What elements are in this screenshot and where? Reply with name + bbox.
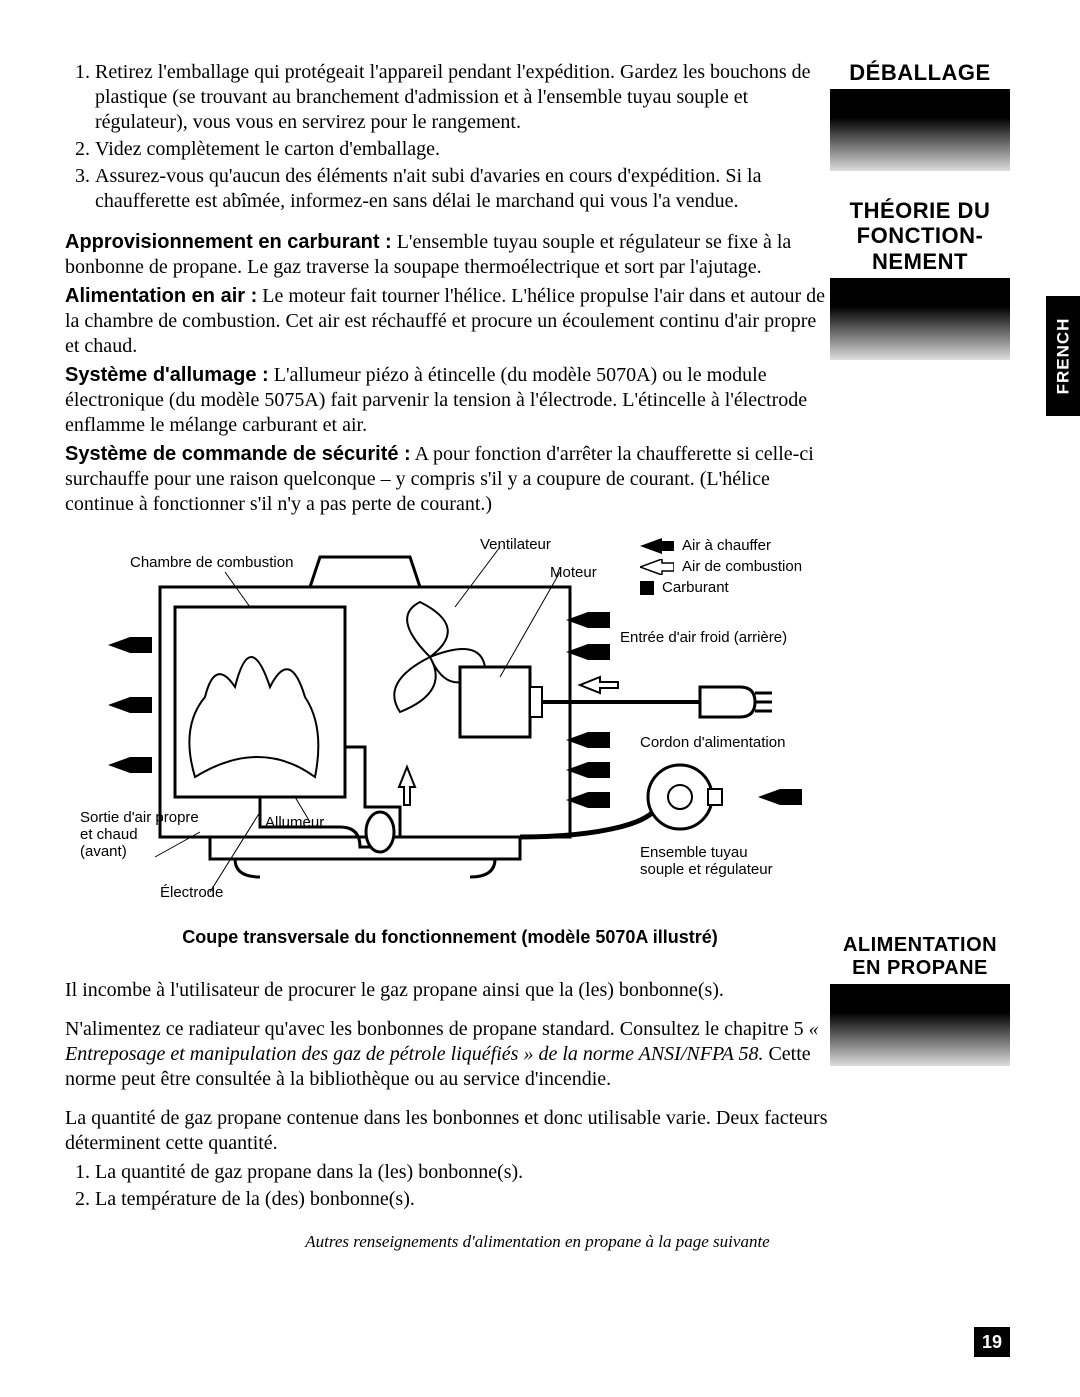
square-icon [640,581,654,595]
para: Système de commande de sécurité : A pour… [65,442,835,517]
theorie-block: Approvisionnement en carburant : L'ensem… [65,230,835,517]
para: La quantité de gaz propane contenue dans… [65,1106,835,1156]
list-item: La quantité de gaz propane dans la (les)… [95,1160,835,1185]
side-alimentation: ALIMENTATION EN PROPANE [830,934,1010,1066]
side-gradient-box [830,278,1010,360]
svg-text:Sortie d'air propre: Sortie d'air propre [80,809,199,826]
side-deballage: DÉBALLAGE [830,60,1010,171]
svg-text:Allumeur: Allumeur [265,814,324,831]
side-title: ALIMENTATION EN PROPANE [830,934,1010,980]
para: Alimentation en air : Le moteur fait tou… [65,284,835,359]
para: N'alimentez ce radiateur qu'avec les bon… [65,1017,835,1092]
svg-text:Moteur: Moteur [550,564,597,581]
legend-row: Carburant [640,579,802,596]
svg-text:et chaud: et chaud [80,826,138,843]
side-title: THÉORIE DU FONCTION- NEMENT [830,198,1010,274]
svg-text:Entrée d'air froid (arrière): Entrée d'air froid (arrière) [620,629,787,646]
page-number: 19 [974,1327,1010,1357]
list-item: Assurez-vous qu'aucun des éléments n'ait… [95,164,835,214]
svg-text:Électrode: Électrode [160,884,223,901]
para: Système d'allumage : L'allumeur piézo à … [65,363,835,438]
deballage-list: Retirez l'emballage qui protégeait l'app… [65,60,835,214]
footer-note: Autres renseignements d'alimentation en … [65,1232,1010,1252]
list-item: Retirez l'emballage qui protégeait l'app… [95,60,835,135]
legend-row: Air de combustion [640,558,802,575]
list-item: La température de la (des) bonbonne(s). [95,1187,835,1212]
svg-text:Ensemble tuyau: Ensemble tuyau [640,844,748,861]
french-tab: FRENCH [1046,296,1080,416]
alimentation-list: La quantité de gaz propane dans la (les)… [65,1160,835,1212]
svg-text:Ventilateur: Ventilateur [480,537,551,553]
side-title: DÉBALLAGE [830,60,1010,85]
legend-row: Air à chauffer [640,537,802,554]
list-item: Videz complètement le carton d'emballage… [95,137,835,162]
svg-text:Chambre de combustion: Chambre de combustion [130,554,293,571]
side-gradient-box [830,89,1010,171]
svg-text:souple et régulateur: souple et régulateur [640,861,773,878]
para: Il incombe à l'utilisateur de procurer l… [65,978,835,1003]
page: DÉBALLAGE THÉORIE DU FONCTION- NEMENT AL… [0,0,1080,1397]
left-column: Retirez l'emballage qui protégeait l'app… [65,60,835,1212]
side-theorie: THÉORIE DU FONCTION- NEMENT [830,198,1010,360]
para: Approvisionnement en carburant : L'ensem… [65,230,835,280]
svg-text:Cordon d'alimentation: Cordon d'alimentation [640,734,785,751]
diagram-caption: Coupe transversale du fonctionnement (mo… [65,927,835,948]
svg-text:(avant): (avant) [80,843,127,860]
diagram: Chambre de combustion Ventilateur Moteur… [60,537,840,917]
side-gradient-box [830,984,1010,1066]
diagram-legend: Air à chauffer Air de combustion Carbura… [640,537,802,600]
